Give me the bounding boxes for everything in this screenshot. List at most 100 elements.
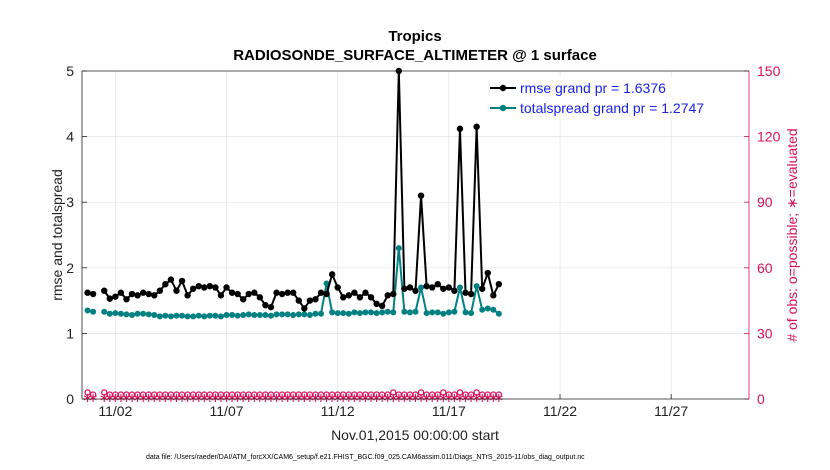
spread-point: [206, 312, 213, 319]
spread-point: [490, 306, 497, 313]
rmse-point: [378, 302, 386, 310]
spread-point: [190, 313, 197, 320]
obs-evaluated-point: ∗: [438, 391, 449, 406]
legend-spread-label: totalspread grand pr = 1.2747: [520, 100, 704, 116]
y-right-tick-label: 150: [757, 63, 781, 79]
rmse-point: [406, 284, 414, 291]
obs-evaluated-point: ∗: [82, 391, 93, 406]
spread-point: [379, 309, 386, 316]
obs-possible-point: [384, 391, 391, 398]
obs-possible-point: [89, 391, 97, 398]
rmse-point: [195, 282, 202, 290]
rmse-point: [334, 284, 341, 291]
y-right-tick-label: 120: [757, 129, 781, 145]
spread-point: [251, 312, 258, 319]
rmse-point: [467, 290, 475, 298]
rmse-point: [390, 290, 397, 298]
rmse-point: [84, 289, 91, 296]
rmse-point: [201, 284, 208, 291]
y-axis-left-label: rmse and totalspread: [49, 169, 65, 301]
rmse-point: [362, 289, 369, 296]
spread-point: [440, 310, 447, 317]
spread-point: [151, 312, 158, 319]
rmse-point: [167, 276, 175, 283]
rmse-point: [223, 284, 230, 291]
rmse-point: [351, 289, 358, 296]
series-totalspread: [84, 245, 502, 320]
rmse-point: [445, 284, 453, 291]
obs-evaluated-point: ∗: [188, 391, 199, 406]
rmse-point: [412, 287, 419, 294]
obs-evaluated-point: ∗: [99, 391, 110, 406]
obs-evaluated-point: ∗: [382, 391, 393, 406]
obs-evaluated-point: ∗: [460, 391, 471, 406]
rmse-point: [473, 123, 480, 130]
spread-point: [173, 312, 180, 319]
rmse-point: [212, 284, 219, 291]
obs-evaluated-point: ∗: [143, 391, 154, 406]
obs-evaluated-point: ∗: [338, 391, 349, 406]
obs-evaluated-point: ∗: [304, 391, 315, 406]
spread-point: [451, 308, 458, 315]
rmse-point: [128, 290, 136, 298]
rmse-point: [462, 289, 469, 296]
spread-point: [445, 309, 452, 316]
rmse-point: [323, 290, 330, 298]
spread-point: [145, 311, 152, 318]
rmse-point: [273, 289, 280, 296]
rmse-point: [401, 285, 408, 292]
spread-point: [495, 310, 502, 317]
series-obs-possible: [84, 389, 503, 398]
obs-evaluated-point: ∗: [277, 391, 288, 406]
spread-point: [240, 312, 247, 319]
y-left-tick-label: 5: [66, 63, 74, 79]
rmse-point: [367, 294, 375, 301]
obs-evaluated-point: ∗: [154, 391, 165, 406]
rmse-point: [184, 292, 191, 299]
rmse-point: [340, 294, 347, 301]
x-tick-label: 11/22: [543, 403, 577, 419]
spread-point: [473, 283, 480, 290]
obs-evaluated-point: ∗: [260, 391, 271, 406]
spread-point: [117, 310, 124, 317]
rmse-point: [178, 277, 186, 285]
obs-evaluated-point: ∗: [110, 391, 121, 406]
spread-point: [306, 312, 313, 319]
obs-evaluated-point: ∗: [493, 391, 504, 406]
rmse-point: [173, 287, 180, 294]
spread-point: [156, 313, 163, 320]
rmse-point: [151, 292, 158, 299]
spread-point: [129, 312, 136, 319]
obs-evaluated-point: ∗: [427, 391, 438, 406]
obs-possible-point: [84, 389, 91, 396]
spread-point: [84, 307, 91, 314]
spread-point: [479, 306, 486, 313]
obs-possible-point: [412, 391, 419, 398]
rmse-point: [306, 297, 314, 304]
obs-evaluated-point: ∗: [477, 391, 488, 406]
rmse-point: [256, 294, 264, 301]
obs-evaluated-point: ∗: [227, 391, 238, 406]
rmse-point: [189, 285, 197, 292]
obs-evaluated-point: ∗: [299, 391, 310, 406]
obs-evaluated-point: ∗: [138, 391, 149, 406]
spread-point: [184, 313, 191, 320]
rmse-point: [479, 285, 486, 292]
spread-point: [412, 308, 419, 315]
obs-evaluated-point: ∗: [332, 391, 343, 406]
obs-evaluated-point: ∗: [104, 391, 115, 406]
y-left-tick-label: 0: [66, 391, 74, 407]
rmse-point: [267, 303, 275, 311]
rmse-point: [89, 290, 97, 298]
obs-evaluated-point: ∗: [254, 391, 265, 406]
spread-point: [201, 313, 208, 320]
spread-point: [234, 312, 241, 319]
spread-point: [273, 311, 280, 318]
x-tick-label: 11/27: [654, 403, 688, 419]
spread-point: [429, 309, 436, 316]
spread-point: [112, 310, 119, 317]
obs-evaluated-point: ∗: [160, 391, 171, 406]
rmse-point: [162, 281, 169, 288]
obs-evaluated-point: ∗: [221, 391, 232, 406]
rmse-point: [495, 281, 503, 288]
